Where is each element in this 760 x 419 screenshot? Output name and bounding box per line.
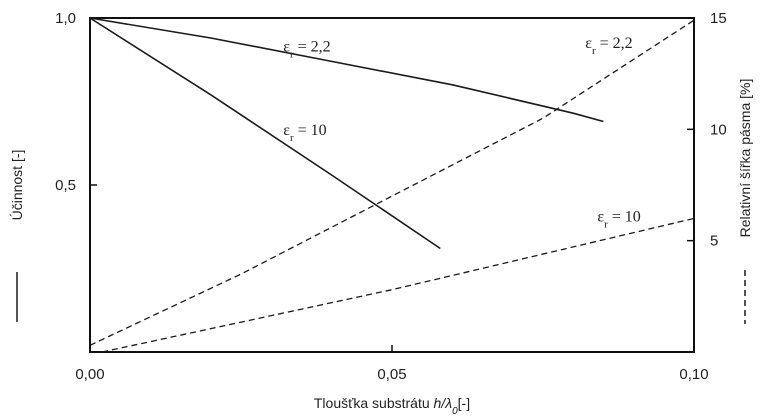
series-annotation-2: εr = 10 bbox=[283, 122, 326, 144]
y-right-tick-label-2: 15 bbox=[710, 10, 727, 27]
x-tick-label-1: 0,05 bbox=[377, 366, 406, 383]
y-left-tick-label-0: 0,5 bbox=[55, 177, 76, 194]
series-line-2 bbox=[90, 18, 440, 249]
y-right-tick-label-0: 5 bbox=[710, 233, 718, 250]
x-tick-label-2: 0,10 bbox=[679, 366, 708, 383]
series-annotation-4: εr = 10 bbox=[597, 209, 640, 231]
series-annotation-3: εr = 2,2 bbox=[585, 35, 632, 57]
y-right-tick-label-1: 10 bbox=[710, 121, 727, 138]
y-left-tick-label-1: 1,0 bbox=[55, 10, 76, 27]
x-tick-label-0: 0,00 bbox=[75, 366, 104, 383]
series-line-4 bbox=[102, 218, 694, 352]
series-line-1 bbox=[90, 18, 603, 122]
series-line-3 bbox=[90, 20, 694, 345]
y-right-axis-title: Relativní šířka pásma [%] bbox=[737, 79, 753, 238]
y-left-axis-title: Účinnost [-] bbox=[9, 150, 25, 221]
x-axis-title: Tloušťka substrátu h/λ0[-] bbox=[314, 395, 470, 417]
